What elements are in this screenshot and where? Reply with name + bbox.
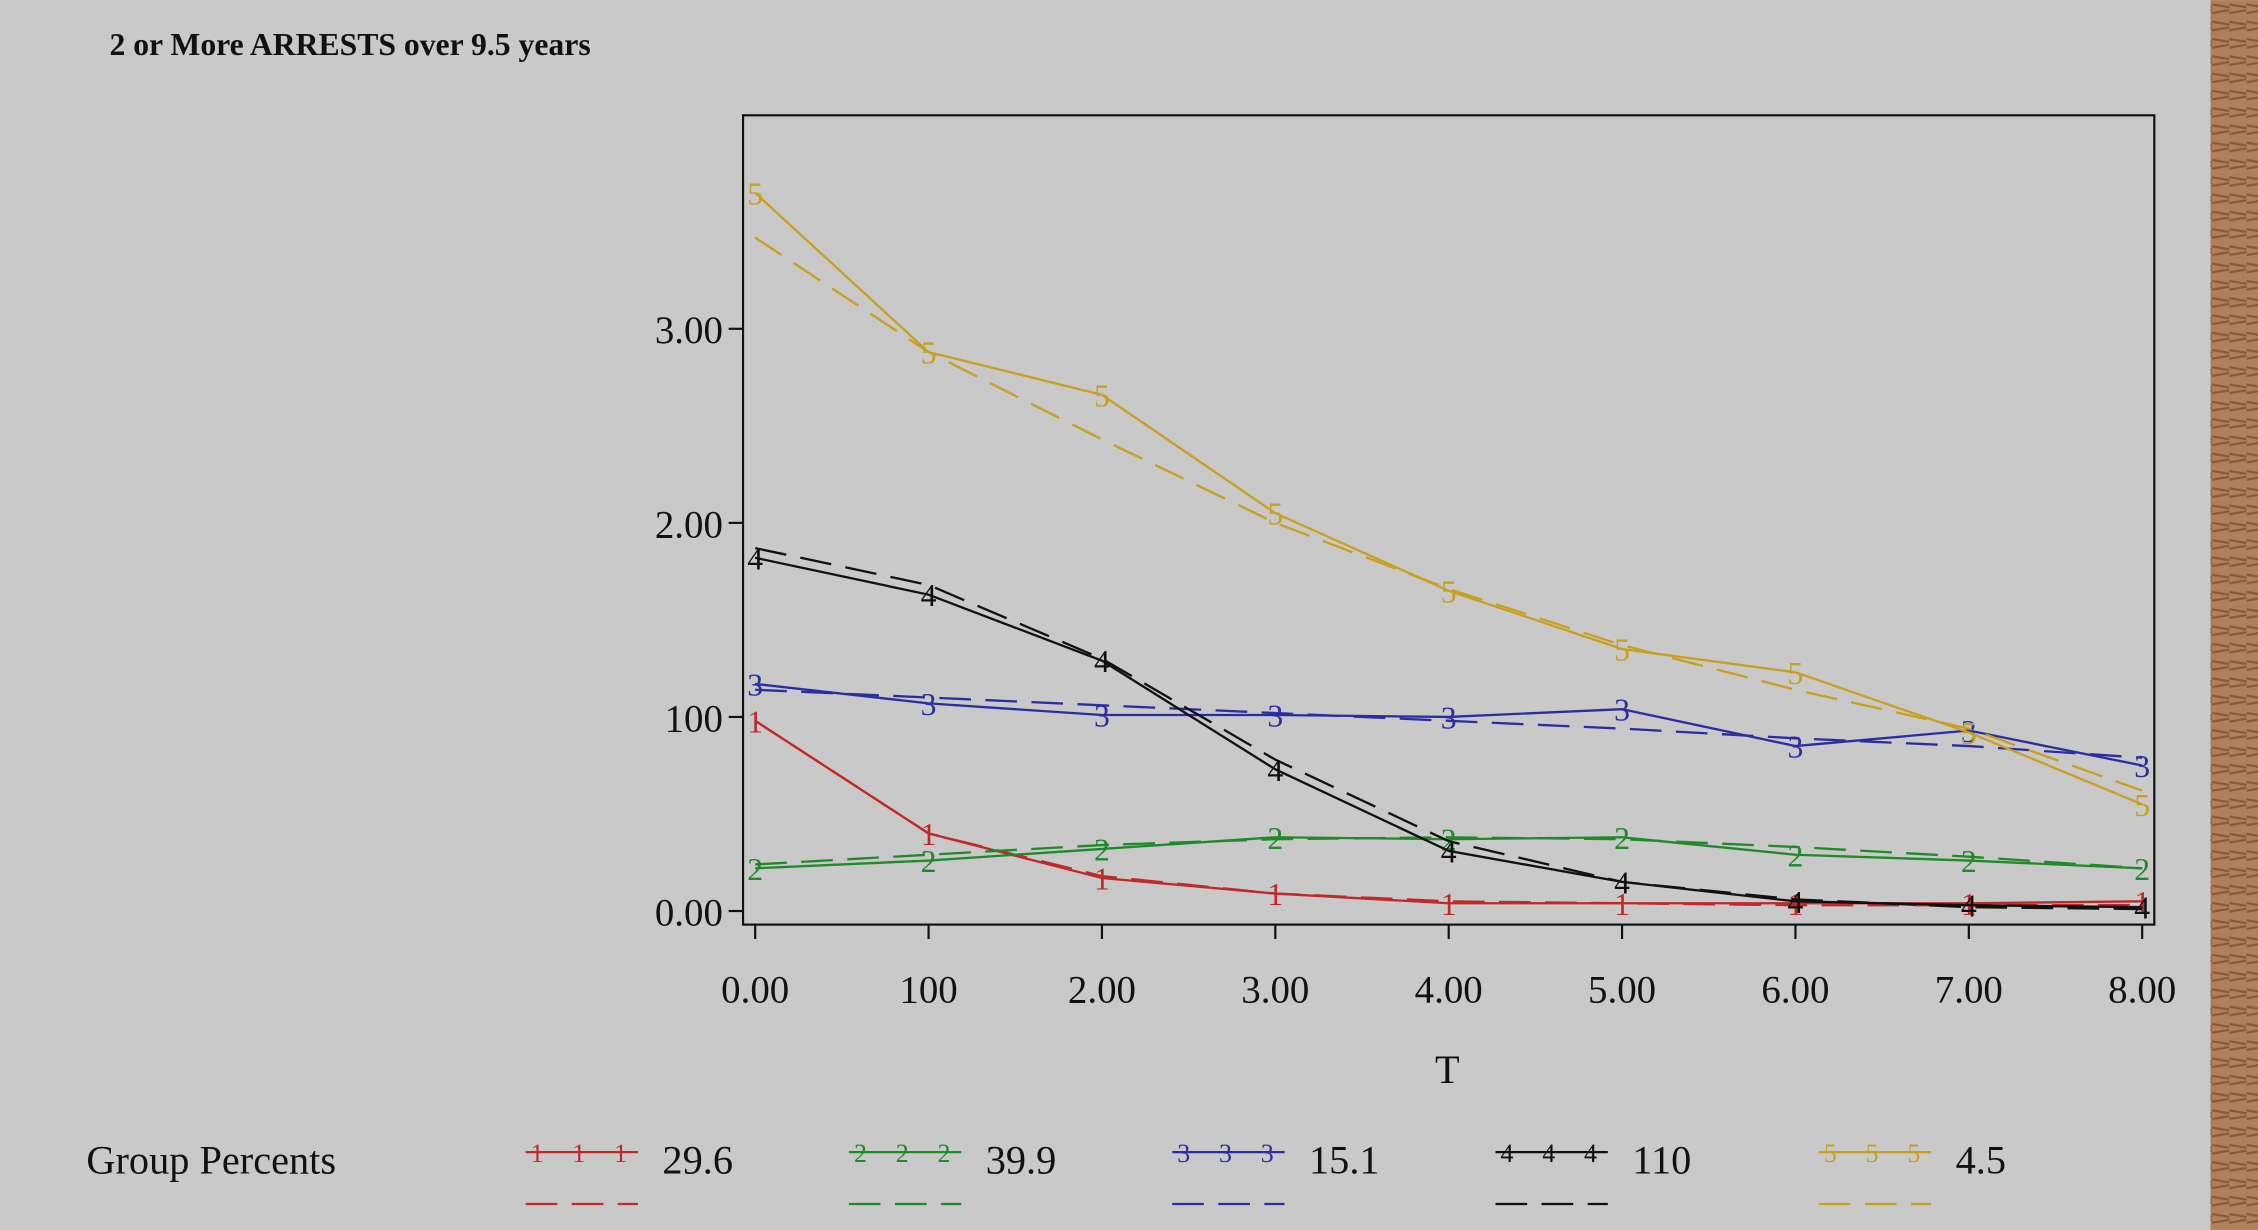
- legend-label: 39.9: [986, 1138, 1057, 1183]
- point-marker: 3: [1094, 699, 1110, 734]
- point-marker: 5: [921, 336, 937, 371]
- legend-symbol: 1: [531, 1139, 544, 1168]
- chart-subtitle: 2 or More ARRESTS over 9.5 years: [109, 27, 590, 62]
- point-marker: 4: [1094, 644, 1110, 679]
- x-tick-label: 100: [899, 968, 957, 1011]
- point-marker: 2: [747, 852, 763, 887]
- point-marker: 1: [1094, 862, 1110, 897]
- legend-symbol: 3: [1219, 1139, 1232, 1168]
- point-marker: 2: [1094, 832, 1110, 867]
- point-marker: 1: [2134, 885, 2150, 920]
- y-tick-label: 100: [665, 697, 723, 740]
- fitted-line: [754, 236, 2143, 792]
- legend-label: 110: [1632, 1138, 1691, 1183]
- point-marker: 5: [1614, 633, 1630, 668]
- point-marker: 3: [921, 687, 937, 722]
- point-marker: 1: [1614, 887, 1630, 922]
- legend-symbol: 1: [572, 1139, 585, 1168]
- point-marker: 1: [1788, 887, 1804, 922]
- legend-title: Group Percents: [86, 1138, 336, 1183]
- point-marker: 4: [921, 578, 937, 613]
- legend-label: 15.1: [1309, 1138, 1380, 1183]
- point-marker: 2: [1614, 821, 1630, 856]
- point-marker: 3: [1441, 700, 1457, 735]
- fitted-line: [755, 836, 2143, 870]
- legend-symbol: 5: [1824, 1139, 1837, 1168]
- side-border: [2210, 0, 2258, 1230]
- point-marker: 1: [747, 704, 763, 739]
- point-marker: 5: [1961, 716, 1977, 751]
- point-marker: 5: [1441, 574, 1457, 609]
- point-marker: 2: [921, 844, 937, 879]
- x-tick-label: 6.00: [1761, 968, 1829, 1011]
- point-marker: 4: [2134, 891, 2150, 926]
- point-marker: 4: [747, 541, 763, 576]
- legend-symbol: 5: [1907, 1139, 1920, 1168]
- point-marker: 1: [1441, 887, 1457, 922]
- legend-symbol: 4: [1542, 1139, 1555, 1168]
- legend-symbol: 2: [937, 1139, 950, 1168]
- y-tick-label: 0.00: [655, 891, 723, 934]
- point-marker: 2: [2134, 852, 2150, 887]
- point-marker: 2: [1961, 844, 1977, 879]
- y-tick-label: 3.00: [655, 309, 723, 352]
- x-tick-label: 3.00: [1241, 968, 1309, 1011]
- point-marker: 5: [1788, 656, 1804, 691]
- x-tick-label: 2.00: [1068, 968, 1136, 1011]
- observed-line: [755, 682, 2143, 767]
- x-tick-label: 8.00: [2108, 968, 2176, 1011]
- point-marker: 3: [1614, 693, 1630, 728]
- observed-line: [755, 836, 2143, 870]
- point-marker: 4: [1788, 885, 1804, 920]
- fitted-line: [755, 688, 2143, 759]
- legend-symbol: 3: [1261, 1139, 1274, 1168]
- point-marker: 3: [1788, 730, 1804, 765]
- legend-symbol: 3: [1177, 1139, 1190, 1168]
- observed-line: [754, 192, 2143, 806]
- legend-symbol: 5: [1866, 1139, 1879, 1168]
- legend-symbol: 4: [1501, 1139, 1514, 1168]
- x-tick-label: 0.00: [721, 968, 789, 1011]
- observed-line: [754, 719, 2143, 905]
- point-marker: 4: [1267, 753, 1283, 788]
- point-marker: 3: [747, 667, 763, 702]
- fitted-line: [754, 719, 2143, 907]
- legend-symbol: 2: [896, 1139, 909, 1168]
- x-axis-label: T: [1435, 1047, 1460, 1092]
- point-marker: 4: [1961, 889, 1977, 924]
- point-marker: 3: [2134, 749, 2150, 784]
- observed-line: [754, 556, 2143, 909]
- y-tick-label: 2.00: [655, 503, 723, 546]
- x-tick-label: 5.00: [1588, 968, 1656, 1011]
- legend-label: 4.5: [1956, 1138, 2006, 1183]
- point-marker: 5: [747, 176, 763, 211]
- legend-symbol: 2: [854, 1139, 867, 1168]
- legend-label: 29.6: [662, 1138, 733, 1183]
- x-tick-label: 7.00: [1935, 968, 2003, 1011]
- point-marker: 4: [1614, 865, 1630, 900]
- legend-symbol: 1: [614, 1139, 627, 1168]
- plot-frame: [741, 114, 2156, 926]
- point-marker: 2: [1267, 821, 1283, 856]
- point-marker: 5: [2134, 788, 2150, 823]
- legend-symbol: 4: [1584, 1139, 1597, 1168]
- point-marker: 2: [1788, 838, 1804, 873]
- point-marker: 4: [1441, 834, 1457, 869]
- point-marker: 5: [1094, 378, 1110, 413]
- x-tick-label: 4.00: [1415, 968, 1483, 1011]
- point-marker: 5: [1267, 497, 1283, 532]
- point-marker: 1: [1267, 877, 1283, 912]
- point-marker: 1: [921, 817, 937, 852]
- point-marker: 3: [1267, 699, 1283, 734]
